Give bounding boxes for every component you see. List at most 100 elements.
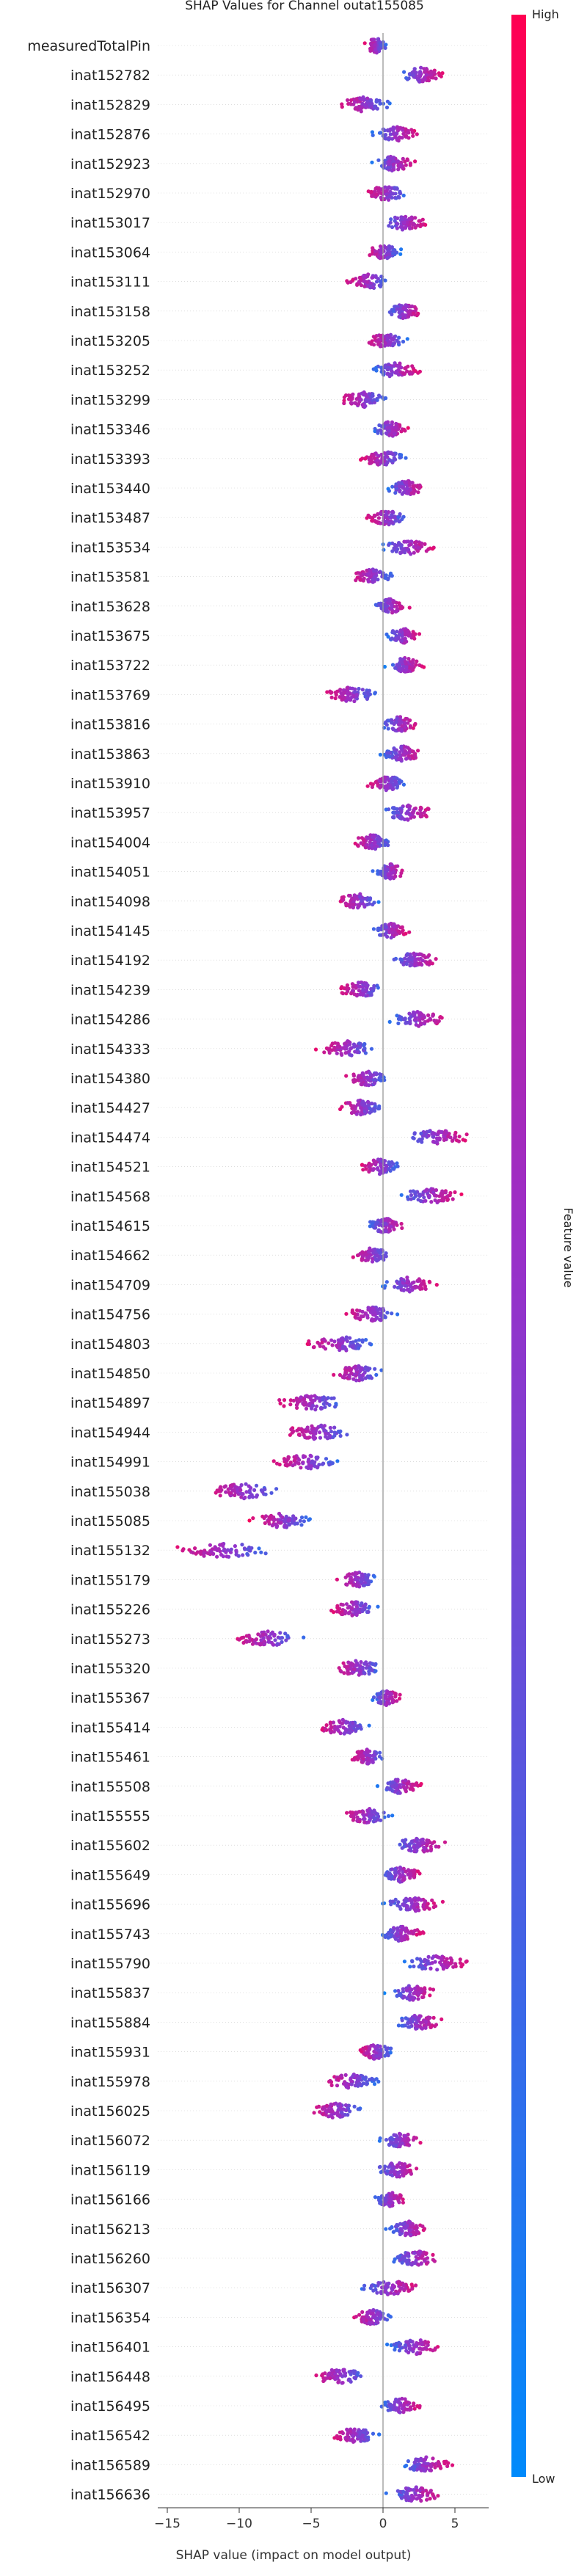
shap-point: [336, 1429, 340, 1434]
shap-point: [384, 1229, 388, 1233]
shap-point: [402, 1844, 406, 1849]
feature-label: inat155414: [70, 1720, 150, 1736]
shap-point: [413, 1899, 418, 1903]
shap-point: [395, 226, 399, 230]
shap-point: [354, 397, 359, 401]
shap-point: [181, 1549, 185, 1553]
shap-point: [416, 1869, 420, 1874]
shap-point: [354, 1728, 358, 1732]
shap-point: [406, 539, 410, 544]
shap-point: [357, 1338, 362, 1342]
shap-point: [426, 1133, 431, 1138]
shap-point: [400, 638, 404, 643]
shap-point: [410, 1288, 415, 1292]
shap-point: [354, 1811, 359, 1815]
shap-point: [344, 1602, 349, 1607]
feature-label: inat154850: [70, 1366, 150, 1382]
shap-point: [392, 1222, 396, 1226]
shap-point: [366, 1761, 371, 1766]
feature-label: inat154098: [70, 894, 150, 910]
shap-point: [413, 2015, 418, 2019]
shap-point: [367, 1250, 371, 1254]
shap-point: [393, 1937, 398, 1941]
shap-point: [366, 579, 371, 584]
shap-point: [342, 1375, 346, 1380]
shap-point: [333, 696, 338, 701]
feature-label: inat153440: [70, 481, 150, 497]
shap-point: [434, 1904, 438, 1908]
shap-point: [351, 902, 356, 907]
shap-point: [371, 782, 375, 787]
shap-point: [423, 1899, 428, 1904]
shap-point: [411, 810, 415, 815]
shap-point: [401, 1017, 406, 1022]
shap-point: [353, 401, 357, 405]
shap-point: [405, 952, 410, 956]
shap-point: [412, 1131, 417, 1135]
shap-point: [377, 2053, 382, 2057]
shap-point: [384, 396, 388, 401]
shap-point: [351, 1074, 356, 1078]
shap-point: [384, 195, 390, 200]
shap-point: [395, 159, 401, 164]
shap-point: [304, 1515, 308, 1519]
shap-point: [437, 1019, 441, 1023]
shap-point: [398, 1842, 402, 1847]
shap-point: [390, 866, 394, 870]
shap-point: [366, 189, 371, 194]
shap-point: [393, 426, 398, 430]
shap-point: [362, 1816, 367, 1822]
shap-point: [369, 189, 373, 194]
shap-point: [397, 601, 401, 605]
shap-point: [408, 161, 413, 166]
shap-point: [269, 1491, 274, 1495]
shap-point: [398, 136, 402, 140]
shap-point: [416, 490, 420, 495]
shap-point: [410, 131, 415, 135]
shap-point: [367, 571, 371, 576]
shap-point: [373, 691, 377, 695]
shap-point: [385, 371, 390, 376]
shap-point: [405, 817, 409, 821]
shap-point: [311, 1436, 316, 1440]
shap-point: [409, 1839, 415, 1844]
feature-label: inat155696: [70, 1897, 150, 1913]
shap-point: [437, 1198, 441, 1203]
shap-point: [404, 134, 409, 138]
shap-point: [388, 332, 393, 337]
shap-point: [233, 1544, 237, 1549]
shap-point: [400, 228, 405, 232]
shap-point: [390, 484, 395, 489]
shap-point: [296, 1461, 301, 1466]
shap-point: [387, 1871, 393, 1876]
shap-point: [380, 456, 384, 460]
shap-point: [370, 160, 374, 164]
shap-point: [364, 1666, 368, 1670]
shap-point: [395, 1779, 400, 1783]
shap-point: [368, 2055, 373, 2060]
feature-label: inat153158: [70, 304, 150, 320]
shap-point: [324, 1431, 328, 1436]
shap-point: [389, 186, 394, 191]
shap-point: [413, 1190, 418, 1195]
shap-point: [390, 312, 394, 316]
shap-point: [410, 70, 415, 75]
shap-point: [419, 1898, 423, 1902]
shap-point: [376, 1604, 380, 1609]
shap-point: [384, 720, 388, 724]
shap-point: [429, 1200, 434, 1204]
shap-point: [410, 364, 415, 368]
shap-point: [394, 1783, 399, 1787]
shap-point: [418, 1198, 423, 1204]
shap-point: [387, 521, 392, 525]
shap-point: [409, 2017, 413, 2021]
shap-point: [398, 550, 403, 555]
shap-point: [346, 694, 350, 699]
shap-point: [377, 98, 382, 103]
shap-point: [354, 1374, 358, 1378]
shap-point: [383, 185, 387, 189]
shap-point: [361, 1372, 365, 1377]
shap-point: [379, 131, 383, 135]
feature-label: inat155602: [70, 1838, 150, 1854]
shap-point: [409, 539, 414, 544]
